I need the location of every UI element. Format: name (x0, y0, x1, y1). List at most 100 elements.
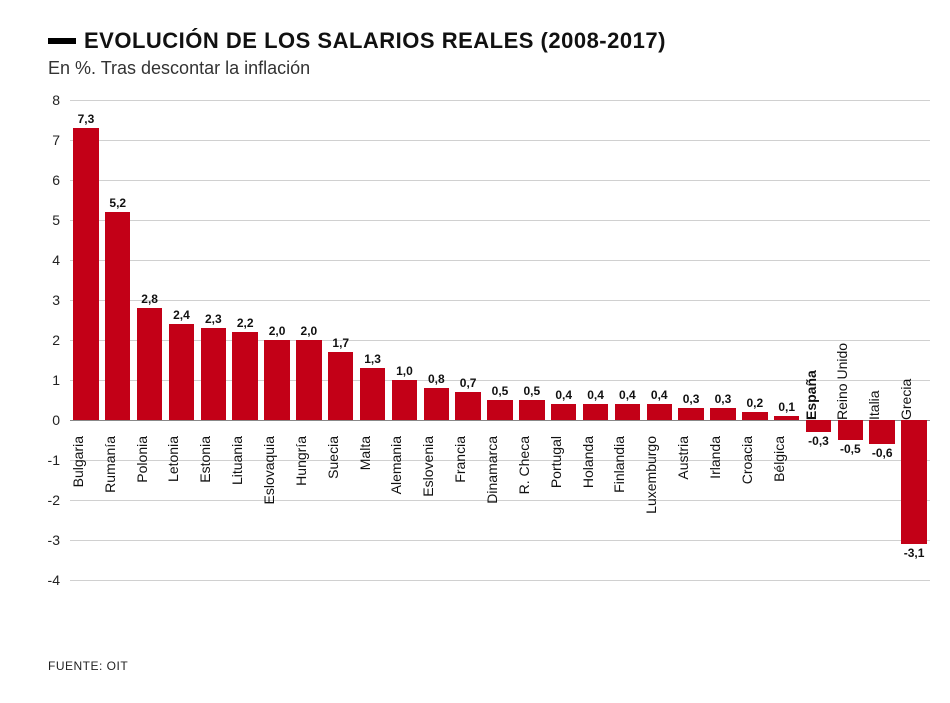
bar-slot: 0,8 Eslovenia (420, 100, 452, 580)
bar-value-label: 2,4 (173, 308, 190, 322)
bar-slot: 0,4 Luxemburgo (643, 100, 675, 580)
category-label: Alemania (388, 436, 404, 494)
bar (901, 420, 926, 544)
y-axis-tick: 1 (30, 372, 60, 388)
plot-area: -4-3-2-10123456787,3Bulgaria5,2Rumanía2,… (70, 100, 930, 580)
bar-value-label: 2,2 (237, 316, 254, 330)
bar-slot: 0,5 Dinamarca (484, 100, 516, 580)
bar (392, 380, 417, 420)
bar-value-label: 1,7 (332, 336, 349, 350)
bar (264, 340, 289, 420)
chart-header: EVOLUCIÓN DE LOS SALARIOS REALES (2008-2… (48, 28, 920, 79)
y-axis-tick: 8 (30, 92, 60, 108)
bar-value-label: 1,3 (364, 352, 381, 366)
chart-area: -4-3-2-10123456787,3Bulgaria5,2Rumanía2,… (70, 100, 930, 620)
bar (615, 404, 640, 420)
bar-slot: 0,3 Irlanda (707, 100, 739, 580)
category-label: Reino Unido (834, 343, 850, 420)
bar (232, 332, 257, 420)
bar-value-label: 0,4 (587, 388, 604, 402)
bar (360, 368, 385, 420)
bar (169, 324, 194, 420)
bar-value-label: 0,7 (460, 376, 477, 390)
y-axis-tick: 6 (30, 172, 60, 188)
category-label: Luxemburgo (643, 436, 659, 514)
category-label: Portugal (548, 436, 564, 488)
category-label: Francia (452, 436, 468, 483)
chart-subtitle: En %. Tras descontar la inflación (48, 58, 920, 79)
bar (519, 400, 544, 420)
bar-slot: 0,4 Holanda (580, 100, 612, 580)
y-axis-tick: 7 (30, 132, 60, 148)
bar (838, 420, 863, 440)
y-axis-tick: -3 (30, 532, 60, 548)
bar-value-label: 0,5 (524, 384, 541, 398)
category-label: Suecia (325, 436, 341, 479)
bar (487, 400, 512, 420)
category-label: Hungría (293, 436, 309, 486)
bar (424, 388, 449, 420)
chart-title: EVOLUCIÓN DE LOS SALARIOS REALES (2008-2… (84, 28, 666, 54)
bar (678, 408, 703, 420)
bar-slot: 1,0 Alemania (389, 100, 421, 580)
bar-value-label: 0,4 (619, 388, 636, 402)
bar-value-label: 0,2 (746, 396, 763, 410)
bar-slot: 2,3Estonia (197, 100, 229, 580)
bar-value-label: 0,3 (683, 392, 700, 406)
category-label: Irlanda (707, 436, 723, 479)
bar-value-label: 1,0 (396, 364, 413, 378)
bar-value-label: 0,5 (492, 384, 509, 398)
y-axis-tick: 5 (30, 212, 60, 228)
bar (647, 404, 672, 420)
category-label: España (803, 370, 819, 420)
category-label: Lituania (229, 436, 245, 485)
y-axis-tick: 4 (30, 252, 60, 268)
bar-value-label: 0,8 (428, 372, 445, 386)
bar (137, 308, 162, 420)
category-label: Italia (866, 390, 882, 420)
bar (201, 328, 226, 420)
category-label: Holanda (580, 436, 596, 488)
category-label: Austria (675, 436, 691, 480)
category-label: Estonia (197, 436, 213, 483)
bar-value-label: -0,3 (808, 434, 829, 448)
bar (806, 420, 831, 432)
bar-slot: 7,3Bulgaria (70, 100, 102, 580)
source-text: FUENTE: OIT (48, 659, 128, 673)
category-label: Polonia (134, 436, 150, 483)
y-axis-tick: 0 (30, 412, 60, 428)
bar-slot: 2,0Hungría (293, 100, 325, 580)
title-dash-icon (48, 38, 76, 44)
bar (774, 416, 799, 420)
category-label: Dinamarca (484, 436, 500, 504)
bar-slot: 0,7 Francia (452, 100, 484, 580)
bar-value-label: -0,5 (840, 442, 861, 456)
bar-value-label: 7,3 (78, 112, 95, 126)
bar-value-label: 0,4 (651, 388, 668, 402)
bar (742, 412, 767, 420)
bar (869, 420, 894, 444)
bar-slot: -3,1 Grecia (898, 100, 930, 580)
bar-slot: 2,2 Lituania (229, 100, 261, 580)
category-label: Croacia (739, 436, 755, 484)
bar-slot: 0,4Portugal (548, 100, 580, 580)
gridline (70, 580, 930, 581)
bar (455, 392, 480, 420)
bar-slot: 0,5R. Checa (516, 100, 548, 580)
bar-value-label: -3,1 (904, 546, 925, 560)
bar (105, 212, 130, 420)
category-label: Grecia (898, 379, 914, 420)
y-axis-tick: 2 (30, 332, 60, 348)
bar-value-label: 0,1 (778, 400, 795, 414)
bar-value-label: 0,3 (715, 392, 732, 406)
bar-value-label: 2,8 (141, 292, 158, 306)
bar-slot: 2,0Eslovaquia (261, 100, 293, 580)
bar-value-label: 2,0 (269, 324, 286, 338)
bar-slot: 2,4Letonia (166, 100, 198, 580)
category-label: Malta (357, 436, 373, 470)
bar-slot: 0,2 Croacia (739, 100, 771, 580)
bar-slot: 0,4Finlandia (611, 100, 643, 580)
bar-slot: 1,7 Suecia (325, 100, 357, 580)
category-label: Eslovenia (420, 436, 436, 497)
y-axis-tick: -1 (30, 452, 60, 468)
